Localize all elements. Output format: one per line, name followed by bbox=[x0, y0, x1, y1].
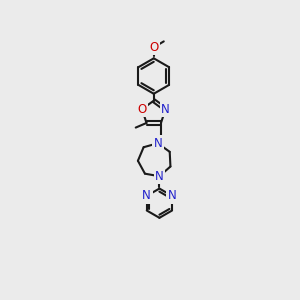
Text: N: N bbox=[161, 103, 170, 116]
Text: O: O bbox=[149, 41, 158, 54]
Text: N: N bbox=[142, 189, 151, 203]
Text: N: N bbox=[168, 189, 176, 203]
Text: O: O bbox=[137, 103, 147, 116]
Text: N: N bbox=[153, 137, 162, 150]
Text: N: N bbox=[155, 170, 164, 183]
